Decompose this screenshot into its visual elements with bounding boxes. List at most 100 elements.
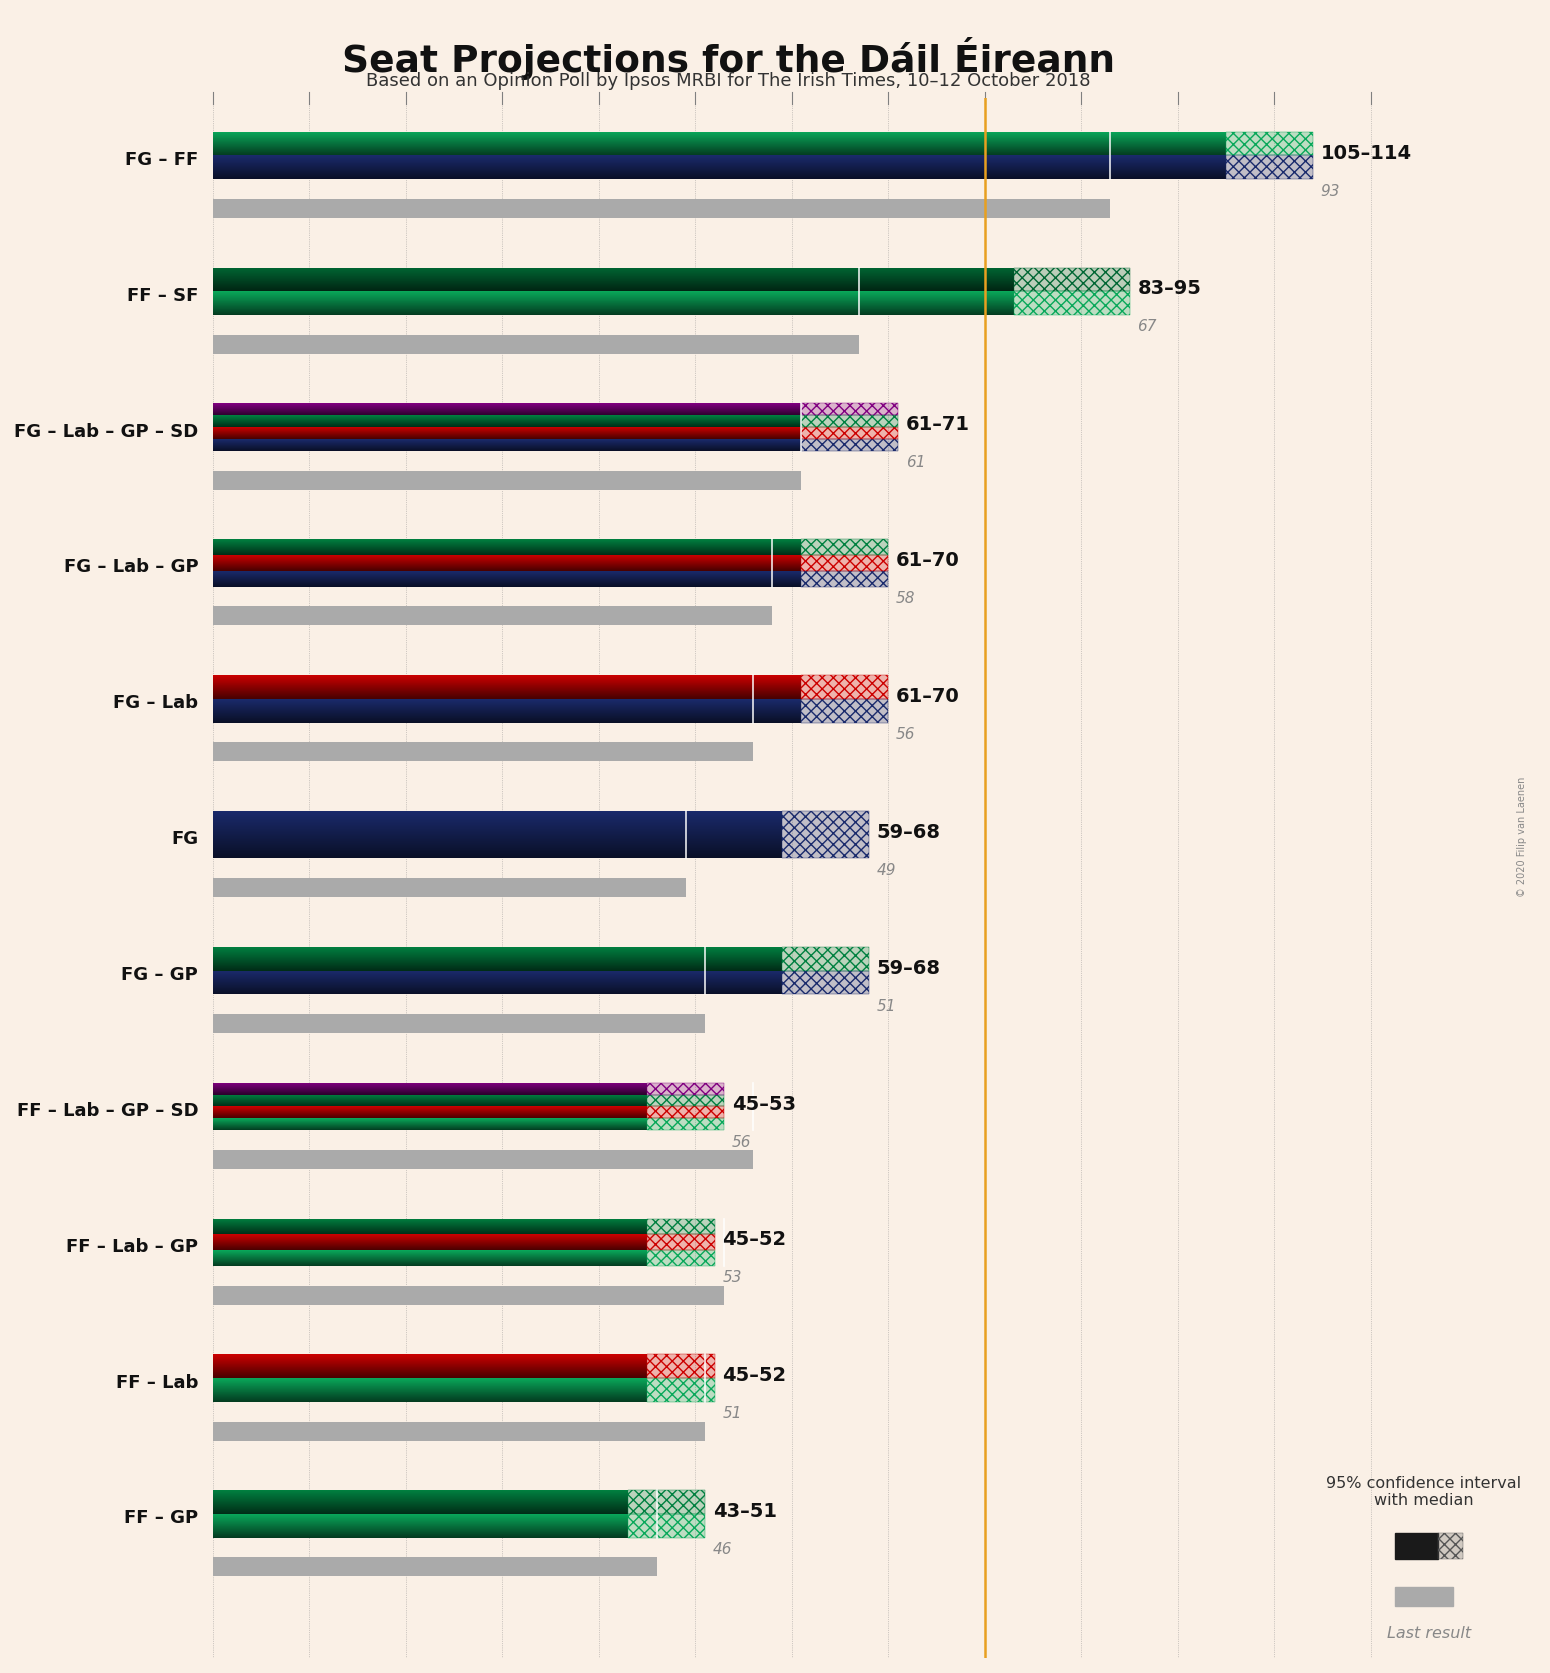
Bar xyxy=(783,970,870,995)
Bar xyxy=(628,1491,705,1514)
Bar xyxy=(212,199,1110,219)
Text: 45–52: 45–52 xyxy=(722,1230,786,1248)
Bar xyxy=(783,947,870,970)
Bar xyxy=(212,1558,657,1576)
Text: 51: 51 xyxy=(877,999,896,1014)
Bar xyxy=(801,405,897,417)
Text: 46: 46 xyxy=(713,1541,732,1556)
Text: Seat Projections for the Dáil Éireann: Seat Projections for the Dáil Éireann xyxy=(343,37,1114,80)
Bar xyxy=(1226,132,1313,156)
Text: FF – Lab – GP: FF – Lab – GP xyxy=(67,1236,198,1255)
Text: 56: 56 xyxy=(732,1134,752,1149)
Text: 67: 67 xyxy=(1138,320,1156,335)
Bar xyxy=(783,970,870,995)
Text: 83–95: 83–95 xyxy=(1138,279,1201,298)
Text: FG – FF: FG – FF xyxy=(126,151,198,169)
Text: FG – GP: FG – GP xyxy=(121,965,198,984)
Bar xyxy=(646,1250,715,1266)
Text: 61–70: 61–70 xyxy=(896,686,959,706)
Bar xyxy=(1438,1532,1463,1559)
Bar xyxy=(1014,293,1130,316)
Text: FG – Lab: FG – Lab xyxy=(113,694,198,711)
Bar xyxy=(1014,268,1130,293)
Text: 59–68: 59–68 xyxy=(877,823,941,842)
Bar xyxy=(646,1355,715,1379)
Bar xyxy=(1014,293,1130,316)
Text: © 2020 Filip van Laenen: © 2020 Filip van Laenen xyxy=(1517,776,1527,897)
Bar xyxy=(801,676,888,699)
Text: 93: 93 xyxy=(1321,184,1341,199)
Bar xyxy=(212,743,753,761)
Bar xyxy=(212,1287,724,1305)
Bar xyxy=(646,1250,715,1266)
Text: FF – GP: FF – GP xyxy=(124,1509,198,1526)
Bar xyxy=(801,417,897,428)
Bar xyxy=(801,540,888,555)
Text: 53: 53 xyxy=(722,1270,742,1285)
Text: 61–71: 61–71 xyxy=(905,415,970,433)
Bar xyxy=(212,472,801,490)
Bar xyxy=(1438,1532,1463,1559)
Bar xyxy=(646,1218,715,1235)
Bar xyxy=(212,1422,705,1440)
Bar xyxy=(646,1235,715,1250)
Text: 95% confidence interval
with median: 95% confidence interval with median xyxy=(1327,1474,1522,1507)
Text: Based on an Opinion Poll by Ipsos MRBI for The Irish Times, 10–12 October 2018: Based on an Opinion Poll by Ipsos MRBI f… xyxy=(366,72,1091,90)
Text: 49: 49 xyxy=(877,862,896,877)
Text: 61–70: 61–70 xyxy=(896,550,959,570)
Text: 56: 56 xyxy=(896,726,916,741)
Bar xyxy=(801,440,897,452)
Text: 45–52: 45–52 xyxy=(722,1365,786,1385)
Bar xyxy=(801,699,888,723)
Bar xyxy=(801,440,897,452)
Bar xyxy=(801,699,888,723)
Text: FF – Lab: FF – Lab xyxy=(116,1374,198,1390)
Bar xyxy=(646,1082,724,1094)
Bar xyxy=(212,607,772,626)
Bar xyxy=(646,1094,724,1108)
Bar xyxy=(628,1491,705,1514)
Bar xyxy=(646,1108,724,1119)
Bar xyxy=(212,1151,753,1169)
Bar xyxy=(801,428,897,440)
Text: 45–53: 45–53 xyxy=(732,1094,797,1113)
Text: 105–114: 105–114 xyxy=(1321,144,1412,162)
Bar xyxy=(628,1514,705,1537)
Bar xyxy=(646,1379,715,1402)
Text: FG – Lab – GP – SD: FG – Lab – GP – SD xyxy=(14,422,198,440)
Bar xyxy=(212,878,685,898)
Bar xyxy=(801,555,888,572)
Bar xyxy=(646,1082,724,1094)
Bar xyxy=(801,428,897,440)
Bar xyxy=(646,1108,724,1119)
Text: 58: 58 xyxy=(896,591,916,606)
Bar xyxy=(1395,1532,1438,1559)
Text: FG: FG xyxy=(170,830,198,848)
Text: 61: 61 xyxy=(905,455,925,470)
Bar xyxy=(801,405,897,417)
Text: 59–68: 59–68 xyxy=(877,959,941,977)
Text: 51: 51 xyxy=(722,1405,742,1420)
Bar xyxy=(646,1355,715,1379)
Bar xyxy=(646,1235,715,1250)
Bar xyxy=(212,336,859,355)
Text: FF – Lab – GP – SD: FF – Lab – GP – SD xyxy=(17,1101,198,1119)
Bar xyxy=(646,1094,724,1108)
Bar xyxy=(783,811,870,858)
Bar xyxy=(801,540,888,555)
Bar xyxy=(646,1119,724,1131)
Bar xyxy=(801,676,888,699)
Bar xyxy=(1226,156,1313,181)
Text: FF – SF: FF – SF xyxy=(127,286,198,304)
Bar xyxy=(646,1119,724,1131)
Bar xyxy=(646,1218,715,1235)
Bar xyxy=(1395,1586,1452,1606)
Bar xyxy=(1014,268,1130,293)
Bar xyxy=(801,572,888,587)
Bar xyxy=(801,555,888,572)
Text: Last result: Last result xyxy=(1387,1624,1471,1640)
Bar xyxy=(1226,156,1313,181)
Bar xyxy=(628,1514,705,1537)
Text: FG – Lab – GP: FG – Lab – GP xyxy=(64,559,198,576)
Bar xyxy=(801,417,897,428)
